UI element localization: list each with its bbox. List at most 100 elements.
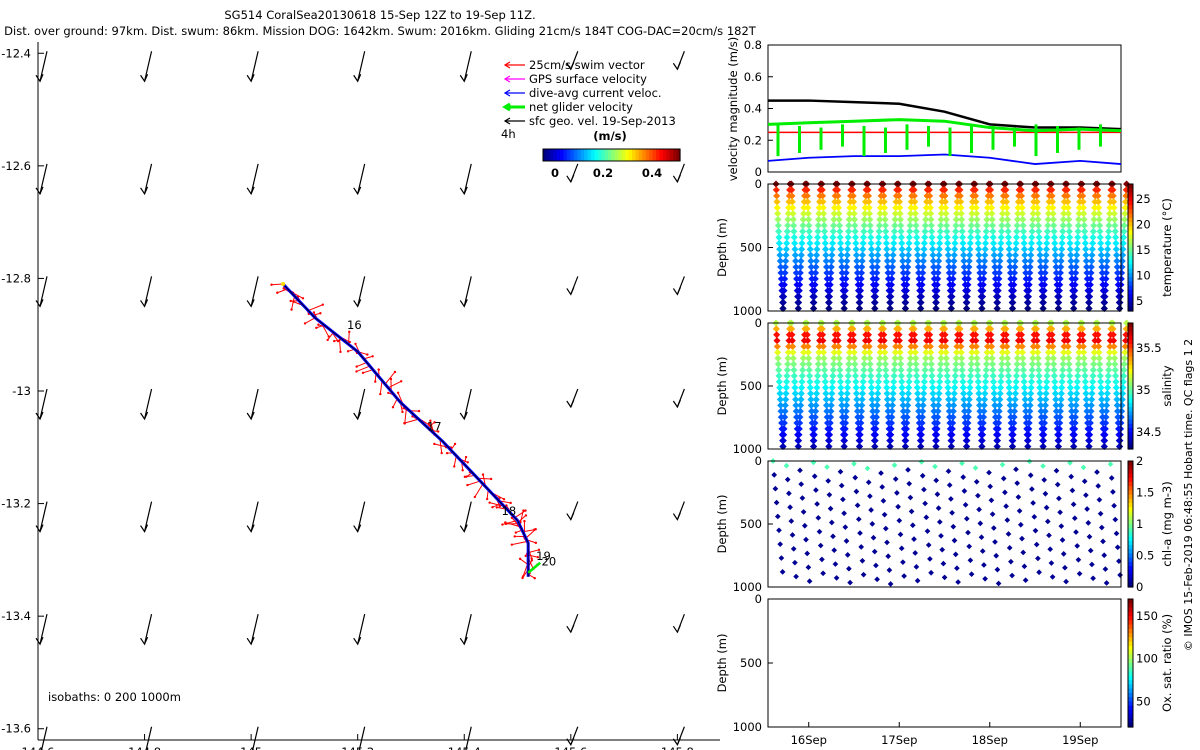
section-datapoint [837,245,845,253]
section-datapoint [920,245,928,253]
section-datapoint [1121,354,1129,362]
colorbar-cell [1128,645,1133,651]
section-datapoint [984,342,992,351]
section-datapoint [990,257,999,265]
section-datapoint [840,442,848,451]
section-datapoint [933,425,941,433]
section-datapoint [1085,520,1092,526]
day-label: 19 [536,549,551,563]
section-datapoint [888,263,896,271]
colorbar-cell [1128,251,1133,257]
section-datapoint [956,186,964,194]
geo-velocity-arrow [252,726,259,750]
colorbar-cell [1128,352,1133,358]
section-datapoint [850,216,859,224]
colorbar-cell [1128,515,1133,521]
section-datapoint [1008,304,1017,312]
section-datapoint [989,372,997,380]
section-datapoint [852,390,861,398]
section-datapoint [986,325,995,333]
section-datapoint [849,192,857,200]
section-datapoint [1018,198,1026,206]
geo-arrow-shaft [465,726,472,750]
section-datapoint [935,505,942,511]
section-datapoint [934,413,942,421]
velocity-series-line [767,153,1122,165]
section-datapoint [943,233,951,241]
section-datapoint [792,263,800,271]
swim-vector [291,296,295,310]
section-datapoint [911,342,919,351]
velocity-y-label: velocity magnitude (m/s) [726,37,740,182]
colorbar-cell [1128,519,1133,525]
section-datapoint [949,269,957,277]
section-datapoint [842,407,850,415]
section-datapoint [819,342,827,351]
geo-arrow-shaft [39,163,48,194]
section-datapoint [1117,572,1123,578]
section-datapoint [976,263,984,271]
section-datapoint [842,269,850,277]
section-datapoint [792,407,800,415]
geo-arrow-head [35,411,44,421]
section-datapoint [964,419,972,427]
section-datapoint [784,476,791,483]
section-datapoint [805,221,813,230]
section-datapoint [1013,216,1022,224]
section-datapoint [819,337,827,345]
section-datapoint [850,210,858,218]
section-datapoint [887,581,894,587]
colorbar-cell [669,149,674,161]
section-datapoint [854,502,861,509]
section-datapoint [811,473,818,480]
geo-arrow-shaft [463,388,472,420]
section-datapoint [1013,221,1021,230]
section-datapoint [997,233,1005,241]
section-datapoint [777,407,785,415]
section-y-tick-label: 0 [755,454,762,468]
section-datapoint [799,495,806,501]
track-start-marker [281,282,286,287]
section-datapoint [974,233,982,241]
section-datapoint [838,263,846,271]
swim-vector-tip [355,365,358,368]
section-datapoint [882,227,890,235]
section-datapoint [982,366,990,374]
section-datapoint [972,204,980,212]
section-datapoint [926,337,934,345]
section-datapoint [810,437,818,445]
section-datapoint [1089,561,1095,568]
section-datapoint [838,401,846,409]
section-datapoint [1004,360,1012,368]
swim-vector-tip [510,543,514,546]
section-datapoint [989,511,996,518]
section-datapoint [966,251,974,259]
section-datapoint [967,233,975,241]
section-datapoint [873,257,882,265]
section-datapoint [928,227,936,235]
section-datapoint [922,216,930,224]
section-datapoint [813,239,821,247]
section-datapoint [865,337,873,345]
section-datapoint [883,245,891,253]
section-datapoint [925,186,933,194]
section-datapoint [1121,348,1129,356]
geo-arrow-head [566,174,575,184]
colorbar-cell [1128,553,1133,559]
section-datapoint [844,372,852,380]
section-datapoint [912,227,920,235]
section-datapoint [836,239,845,247]
swim-vector-tip [530,559,534,562]
section-datapoint [949,407,957,415]
section-datapoint [829,378,837,386]
section-datapoint [948,425,956,433]
section-datapoint [1002,198,1011,206]
section-datapoint [897,531,904,538]
section-datapoint [911,536,917,542]
section-datapoint [976,506,982,513]
section-datapoint [880,192,888,200]
colorbar-cell [1128,272,1133,278]
swim-vector-tip [485,497,489,501]
section-datapoint [845,221,853,230]
section-datapoint [797,467,803,474]
